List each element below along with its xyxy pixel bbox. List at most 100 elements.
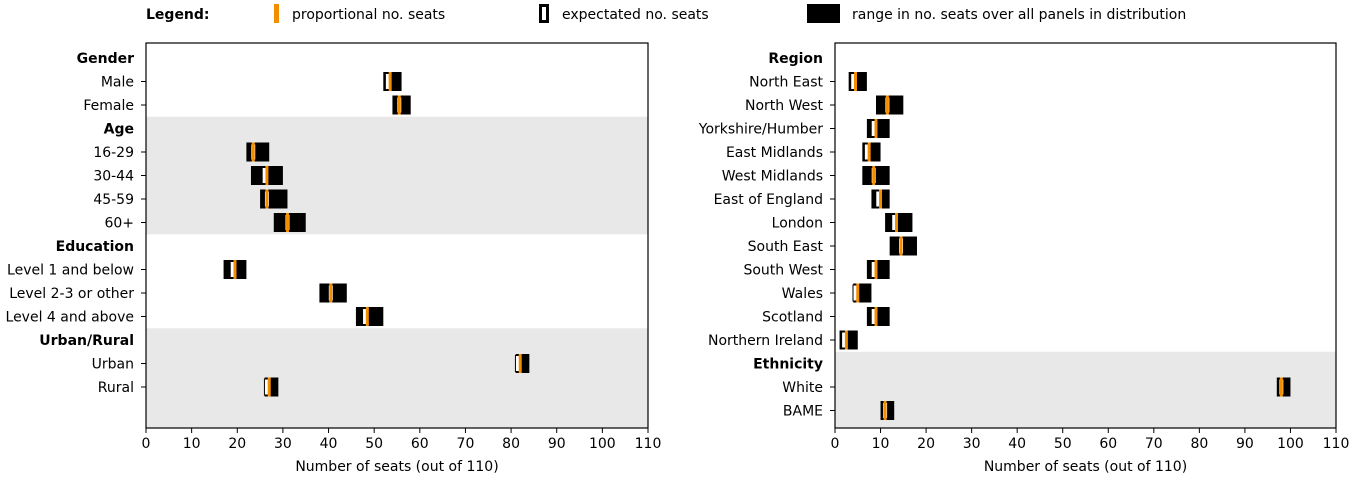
proportional-marker-male: [388, 72, 392, 91]
row-label-scotland: Scotland: [762, 310, 823, 326]
proportional-marker-east-of-england: [879, 189, 883, 209]
axes-frame: [834, 42, 1337, 429]
proportional-marker-north-east: [853, 72, 857, 91]
row-label-north-east: North East: [749, 75, 823, 91]
proportional-marker-white: [1279, 377, 1283, 397]
legend-proportional-label: proportional no. seats: [292, 7, 445, 23]
proportional-marker-16-29: [251, 142, 255, 162]
xtick-label-90: 90: [548, 436, 566, 452]
row-label-female: Female: [83, 98, 134, 114]
row-label-north-west: North West: [745, 98, 824, 114]
row-label-60: 60+: [104, 216, 134, 232]
xtick-label-20: 20: [917, 436, 935, 452]
legend-range-label: range in no. seats over all panels in di…: [852, 7, 1186, 23]
legend-title: Legend:: [146, 7, 210, 23]
legend-expected-swatch-inner: [542, 7, 546, 20]
legend-expected-label: expectated no. seats: [562, 7, 709, 23]
range-bar-16-29: [246, 142, 270, 162]
xtick-label-50: 50: [1054, 436, 1072, 452]
proportional-marker-south-west: [874, 260, 878, 279]
proportional-marker-level-1-and-below: [233, 260, 237, 279]
proportional-marker-30-44: [265, 166, 269, 185]
group-label-education: Education: [56, 239, 134, 255]
legend: Legend: proportional no. seats expectate…: [146, 4, 1186, 23]
row-label-level-1-and-below: Level 1 and below: [7, 263, 134, 279]
xtick-label-50: 50: [365, 436, 383, 452]
row-label-30-44: 30-44: [93, 169, 134, 185]
xtick-label-90: 90: [1236, 436, 1254, 452]
proportional-marker-north-west: [885, 95, 889, 115]
row-label-west-midlands: West Midlands: [722, 169, 823, 185]
xtick-label-10: 10: [872, 436, 890, 452]
proportional-marker-45-59: [265, 189, 269, 209]
row-label-16-29: 16-29: [93, 145, 134, 161]
proportional-marker-wales: [856, 283, 860, 303]
proportional-marker-bame: [883, 401, 887, 420]
legend-range-swatch: [807, 4, 840, 23]
xtick-label-40: 40: [320, 436, 338, 452]
proportional-marker-east-midlands: [867, 142, 871, 162]
xtick-label-40: 40: [1008, 436, 1026, 452]
proportional-marker-london: [894, 213, 898, 232]
proportional-marker-south-east: [899, 236, 903, 256]
row-label-east-of-england: East of England: [714, 192, 823, 208]
group-label-age: Age: [104, 122, 134, 138]
xtick-label-30: 30: [274, 436, 292, 452]
xtick-label-10: 10: [183, 436, 201, 452]
shade-band-ethnicity: [835, 351, 1336, 428]
xtick-label-30: 30: [963, 436, 981, 452]
range-bar-london: [885, 213, 913, 232]
group-label-region: Region: [768, 51, 823, 67]
row-label-south-west: South West: [743, 263, 823, 279]
row-label-northern-ireland: Northern Ireland: [708, 333, 823, 349]
group-label-ethnicity: Ethnicity: [753, 357, 823, 373]
row-label-yorkshire-humber: Yorkshire/Humber: [698, 122, 823, 138]
xtick-label-70: 70: [457, 436, 475, 452]
x-axis-title: Number of seats (out of 110): [295, 459, 498, 475]
row-label-rural: Rural: [98, 380, 134, 396]
row-label-level-4-and-above: Level 4 and above: [6, 310, 134, 326]
row-label-wales: Wales: [782, 286, 823, 302]
xtick-label-70: 70: [1145, 436, 1163, 452]
range-bar-south-west: [866, 260, 890, 279]
row-label-south-east: South East: [748, 239, 824, 255]
proportional-marker-urban: [518, 354, 522, 373]
row-label-level-2-3-or-other: Level 2-3 or other: [9, 286, 134, 302]
range-bar-yorkshire-humber: [866, 119, 890, 138]
proportional-marker-60: [285, 213, 289, 232]
shade-band-urban-rural: [146, 328, 648, 428]
row-label-male: Male: [101, 75, 134, 91]
row-label-east-midlands: East Midlands: [726, 145, 823, 161]
proportional-marker-rural: [267, 377, 271, 397]
xtick-label-60: 60: [1099, 436, 1117, 452]
axes-frame: [145, 42, 649, 429]
panel-demographics: Gender Male Female Age 16-29 30-44 45-59 60+ Edu…: [6, 42, 662, 475]
xtick-label-110: 110: [635, 436, 662, 452]
xtick-label-0: 0: [142, 436, 151, 452]
proportional-marker-level-4-and-above: [365, 307, 369, 326]
row-label-white: White: [782, 380, 823, 396]
range-bar-scotland: [866, 307, 890, 326]
row-label-urban: Urban: [92, 357, 134, 373]
group-label-gender: Gender: [77, 51, 134, 67]
proportional-marker-west-midlands: [872, 166, 876, 185]
range-bar-level-4-and-above: [355, 307, 384, 326]
shade-band-age: [146, 116, 648, 235]
xtick-label-110: 110: [1323, 436, 1350, 452]
xtick-label-80: 80: [502, 436, 520, 452]
xtick-label-20: 20: [228, 436, 246, 452]
proportional-marker-northern-ireland: [844, 330, 848, 350]
row-label-45-59: 45-59: [93, 192, 134, 208]
x-axis-title: Number of seats (out of 110): [984, 459, 1187, 475]
xtick-label-60: 60: [411, 436, 429, 452]
xtick-label-0: 0: [831, 436, 840, 452]
proportional-marker-scotland: [874, 307, 878, 326]
row-label-london: London: [772, 216, 823, 232]
xtick-label-100: 100: [589, 436, 616, 452]
row-label-bame: BAME: [783, 404, 823, 420]
xtick-label-100: 100: [1277, 436, 1304, 452]
xtick-label-80: 80: [1190, 436, 1208, 452]
group-label-urban-rural: Urban/Rural: [39, 333, 134, 349]
panel-region-ethnicity: Region North East North West Yorkshire/Humb…: [698, 42, 1350, 475]
